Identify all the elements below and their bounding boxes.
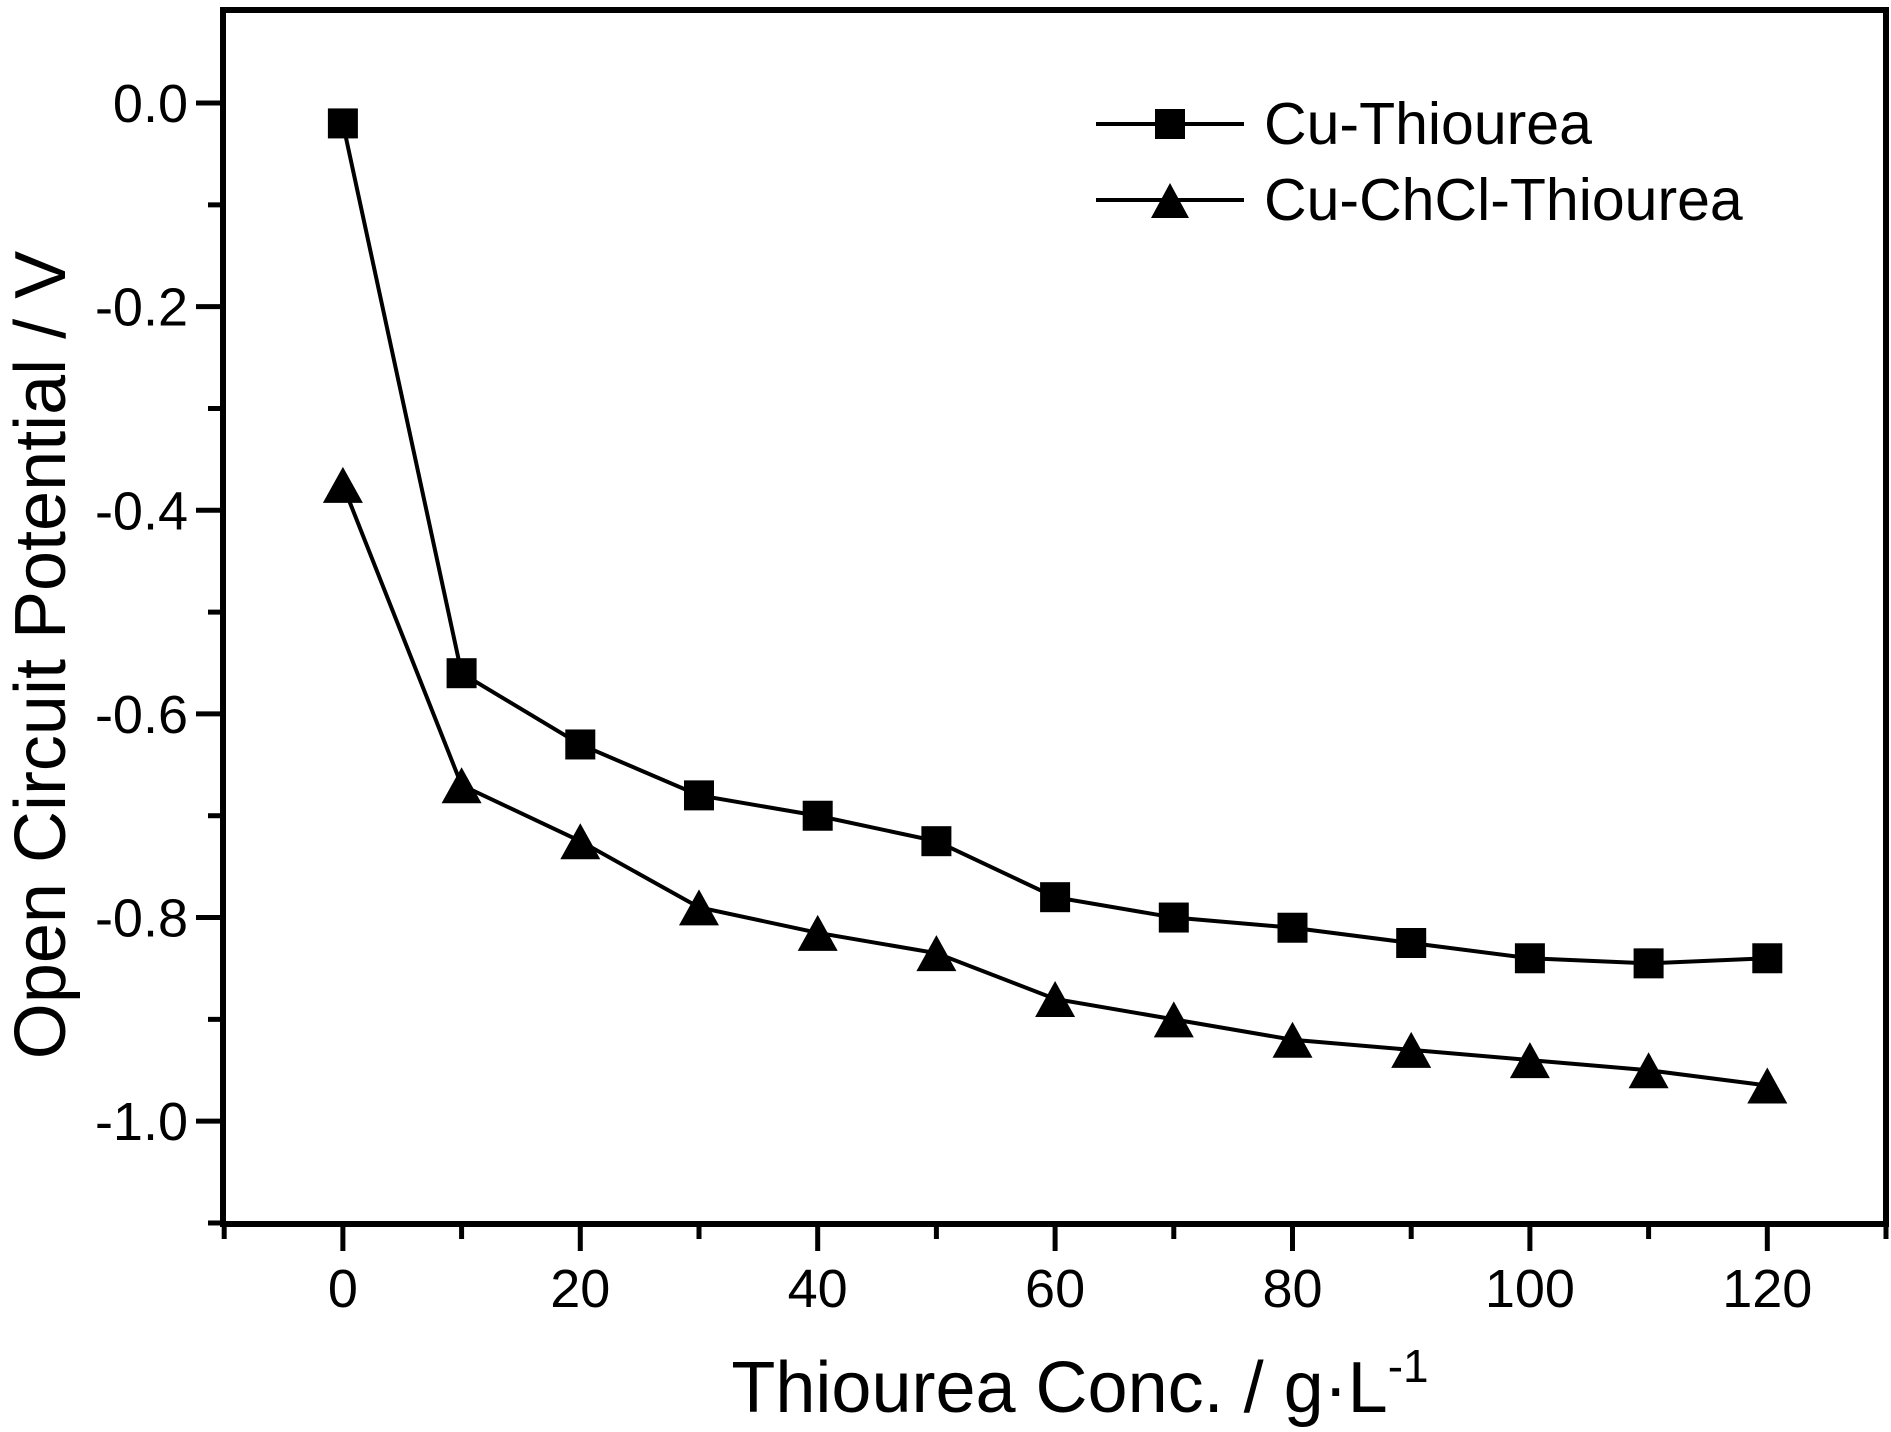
x-axis-title: Thiourea Conc. / g·L-1 [731, 1340, 1428, 1428]
axes-layer: 0 20 40 60 80 100 120 0.0 -0.2 -0.4 -0.6 -0.8 -1.0 [95, 7, 1889, 1319]
triangle-marker-icon [678, 889, 719, 926]
triangle-marker-icon [560, 823, 601, 860]
square-marker-icon [327, 108, 358, 139]
plot-frame [220, 7, 1889, 1227]
triangle-marker-icon [1151, 183, 1189, 218]
legend-item-cu-thiourea: Cu-Thiourea [1096, 91, 1592, 157]
square-marker-icon [1514, 943, 1545, 974]
y-tick-label: -1.0 [95, 1092, 188, 1152]
triangle-marker-icon [1391, 1031, 1432, 1068]
legend-label-cu-chcl-thiourea: Cu-ChCl-Thiourea [1264, 167, 1743, 233]
square-marker-icon [1158, 902, 1189, 933]
x-tick-label: 60 [1025, 1259, 1085, 1319]
y-axis-title: Open Circuit Potential / V [1, 251, 81, 1059]
legend: Cu-Thiourea Cu-ChCl-Thiourea [1096, 91, 1743, 233]
square-marker-icon [1633, 948, 1664, 979]
triangle-marker-icon [1509, 1042, 1550, 1079]
triangle-marker-icon [916, 935, 957, 972]
triangle-marker-icon [441, 767, 482, 804]
triangle-marker-icon [1035, 980, 1076, 1017]
legend-label-cu-thiourea: Cu-Thiourea [1264, 91, 1592, 157]
series-cu-thiourea [327, 108, 1783, 979]
x-tick-label: 80 [1262, 1259, 1322, 1319]
square-marker-icon [446, 658, 477, 689]
triangle-marker-icon [797, 914, 838, 951]
x-tick-label: 20 [550, 1259, 610, 1319]
square-marker-icon [802, 800, 833, 831]
square-marker-icon [565, 729, 596, 760]
square-marker-icon [1155, 109, 1185, 139]
y-tick-label: -0.6 [95, 685, 188, 745]
square-marker-icon [683, 780, 714, 811]
y-tick-label: -0.8 [95, 889, 188, 949]
square-marker-icon [1752, 943, 1783, 974]
triangle-marker-icon [1628, 1052, 1669, 1089]
y-tick-label: 0.0 [113, 74, 188, 134]
triangle-marker-icon [1272, 1021, 1313, 1058]
y-tick-label: -0.4 [95, 481, 188, 541]
x-tick-label: 0 [328, 1259, 358, 1319]
square-marker-icon [1040, 882, 1071, 913]
series-line [340, 122, 1768, 966]
legend-item-cu-chcl-thiourea: Cu-ChCl-Thiourea [1096, 167, 1743, 233]
y-tick-label: -0.2 [95, 278, 188, 338]
square-marker-icon [1396, 928, 1427, 959]
triangle-marker-icon [322, 466, 363, 503]
triangle-marker-icon [1153, 1001, 1194, 1038]
x-tick-label: 100 [1485, 1259, 1575, 1319]
square-marker-icon [921, 826, 952, 857]
x-tick-label: 120 [1722, 1259, 1812, 1319]
triangle-marker-icon [1747, 1067, 1788, 1104]
series-layer [322, 108, 1788, 1104]
x-tick-label: 40 [788, 1259, 848, 1319]
x-axis-title-main: Thiourea Conc. / g·L [731, 1348, 1387, 1428]
square-marker-icon [1277, 912, 1308, 943]
x-axis-title-superscript: -1 [1388, 1340, 1429, 1392]
series-cu-chcl-thiourea [322, 466, 1788, 1104]
